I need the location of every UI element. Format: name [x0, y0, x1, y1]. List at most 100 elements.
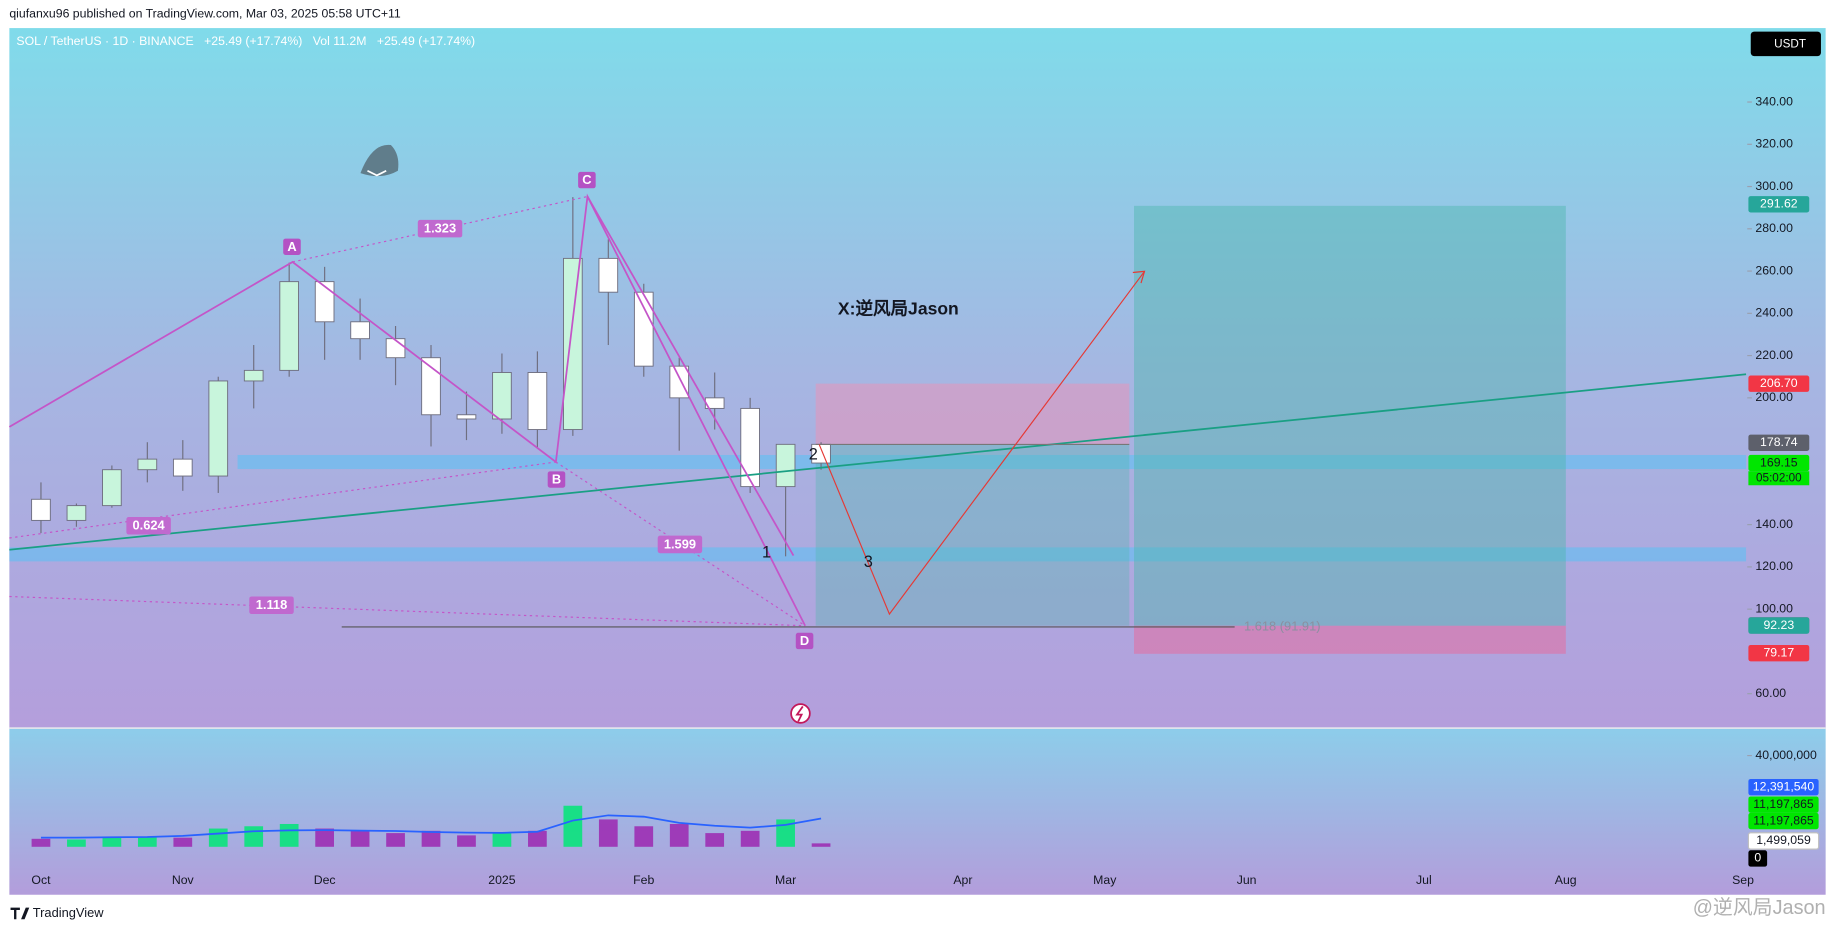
ratio-box — [126, 516, 171, 535]
currency-button[interactable] — [1750, 31, 1821, 57]
event-icon — [790, 703, 811, 724]
y-tick-label: 340.00 — [1755, 94, 1793, 108]
projection-path — [818, 270, 1146, 616]
price-label-box — [1748, 454, 1810, 472]
price-label: 291.62 — [1760, 197, 1798, 211]
ratio-box — [417, 219, 463, 238]
price-pane — [9, 28, 1826, 729]
volume-bar — [492, 833, 512, 847]
volume-bar — [421, 830, 441, 847]
y-tick-label: 300.00 — [1755, 179, 1793, 193]
support-zone — [9, 547, 1747, 562]
x-tick-label: May — [1093, 873, 1117, 887]
x-tick-label: Sep — [1732, 873, 1754, 887]
volume-pane — [9, 728, 1826, 895]
target-box — [1134, 205, 1566, 626]
symbol-legend: SOL / TetherUS · 1D · BINANCE +25.49 (+1… — [16, 34, 475, 48]
volume-bar — [315, 828, 334, 847]
point-box — [283, 238, 301, 255]
wave-label: 1 — [762, 544, 771, 562]
series-layer — [31, 197, 831, 847]
candle-body — [633, 291, 654, 367]
y-tick-label: 60.00 — [1755, 686, 1786, 700]
x-tick-label: Apr — [953, 873, 972, 887]
candle-body — [385, 338, 406, 359]
y-tick-label: 260.00 — [1755, 263, 1793, 277]
watermark: @逆风局Jason — [1693, 897, 1826, 919]
publish-header: qiufanxu96 published on TradingView.com,… — [9, 6, 401, 20]
candle-body — [740, 407, 760, 488]
price-label: 178.74 — [1760, 435, 1798, 449]
volume-bar — [457, 835, 476, 847]
wave-label: 3 — [864, 553, 873, 571]
volume-bar — [173, 837, 193, 847]
volume-tick-label: 40,000,000 — [1755, 748, 1817, 762]
x-tick-label: Jul — [1416, 873, 1432, 887]
countdown-box — [1748, 471, 1810, 486]
volume-bar — [740, 830, 760, 847]
volume-bar — [244, 826, 264, 847]
candle-body — [598, 257, 619, 293]
symbol-title: SOL / TetherUS · 1D · BINANCE — [16, 34, 193, 48]
ratio-label: 1.599 — [664, 536, 696, 551]
point-label: C — [582, 172, 591, 187]
currency-label[interactable]: USDT — [1774, 38, 1806, 51]
volume-bar — [137, 836, 157, 847]
price-label: 79.17 — [1763, 645, 1794, 659]
shark-icon — [360, 144, 399, 177]
y-tick-label: 100.00 — [1755, 601, 1793, 615]
symbol-change: +25.49 (+17.74%) — [204, 34, 302, 48]
price-label: 169.15 — [1760, 455, 1798, 469]
support-zone — [237, 454, 1747, 470]
stop-box — [815, 383, 1130, 445]
volume-label-box — [1748, 796, 1819, 813]
volume-label: 1,499,059 — [1756, 833, 1811, 847]
point-box — [547, 471, 566, 488]
brand-name: TradingView — [33, 905, 104, 920]
ratio-line — [9, 595, 806, 627]
pattern-line — [586, 196, 795, 556]
x-tick-label: Jun — [1237, 873, 1257, 887]
drawings: 1.618 (91.91) A B C D 1.323 0.624 1.599 … — [8, 144, 1747, 724]
volume-label: 0 — [1754, 851, 1761, 865]
candle-body — [66, 505, 87, 521]
candle-body — [243, 369, 264, 382]
price-label-box — [1748, 375, 1810, 392]
x-tick-label: Nov — [172, 873, 195, 887]
volume-bar — [669, 823, 689, 847]
y-tick-label: 320.00 — [1755, 137, 1793, 151]
volume-label-box — [1748, 812, 1819, 830]
candle-body — [669, 365, 690, 399]
x-tick-label: Feb — [633, 873, 654, 887]
ratio-box — [249, 596, 294, 615]
y-tick-label: 240.00 — [1755, 306, 1793, 320]
volume-bar — [350, 830, 370, 847]
ratio-line — [9, 461, 556, 539]
candle-body — [172, 458, 193, 477]
arrow-head — [1132, 270, 1146, 284]
volume-value: 11.2M — [333, 34, 366, 48]
candle-body — [775, 443, 796, 488]
ratio-label: 0.624 — [133, 518, 166, 533]
point-label: D — [800, 633, 809, 648]
price-label: 206.70 — [1760, 376, 1798, 390]
volume-bar — [563, 805, 583, 847]
volume-bar — [634, 826, 654, 847]
ratio-line — [292, 195, 588, 263]
wave-label: 2 — [809, 445, 818, 463]
candle-body — [527, 372, 548, 431]
volume-label-box — [1748, 778, 1819, 796]
point-box — [795, 632, 814, 650]
volume-bar — [279, 823, 299, 847]
axis-layer: 60.00 100.00 120.00 140.00 200.00 220.00 240.0… — [31, 94, 1820, 887]
volume-bar — [31, 838, 51, 847]
x-tick-label: Mar — [775, 873, 796, 887]
candle-body — [208, 380, 229, 477]
trend-line — [9, 373, 1747, 551]
candle-body — [279, 281, 300, 371]
candle-body — [314, 281, 335, 323]
ratio-label: 1.118 — [256, 597, 287, 612]
